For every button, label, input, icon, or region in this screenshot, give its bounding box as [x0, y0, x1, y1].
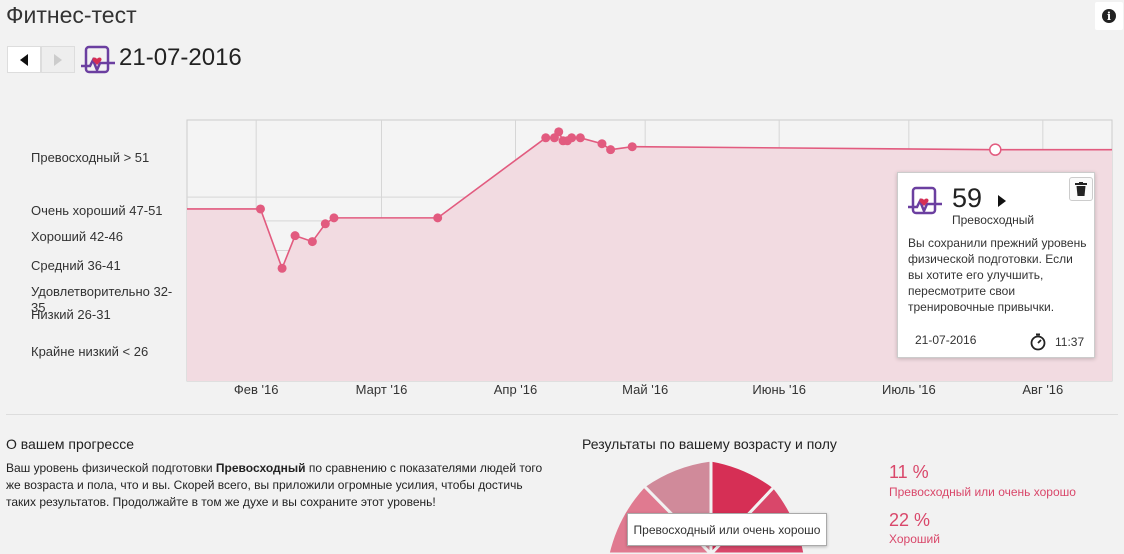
tooltip-date: 21-07-2016	[915, 333, 977, 347]
y-label-low: Низкий 26-31	[31, 307, 111, 322]
y-label-excellent: Превосходный > 51	[31, 150, 150, 165]
x-tick-label: Авг '16	[1022, 382, 1064, 397]
data-point[interactable]	[567, 133, 577, 143]
data-point[interactable]	[597, 139, 607, 149]
info-button[interactable]: i	[1095, 2, 1123, 30]
data-point[interactable]	[627, 142, 637, 152]
tooltip-text: Вы сохранили прежний уровень физической …	[908, 236, 1087, 314]
fitness-test-icon	[908, 186, 942, 215]
data-point[interactable]	[575, 133, 585, 143]
stat-label: Хороший	[889, 532, 940, 546]
data-point[interactable]	[320, 219, 330, 229]
play-icon[interactable]	[998, 195, 1006, 207]
tooltip-time: 11:37	[1055, 335, 1085, 349]
tooltip-level: Превосходный	[952, 213, 1035, 227]
data-point[interactable]	[541, 133, 551, 143]
data-point[interactable]	[329, 213, 339, 223]
x-tick-label: Апр '16	[493, 382, 538, 397]
y-label-very-good: Очень хороший 47-51	[31, 203, 163, 218]
chart-points	[255, 127, 1002, 273]
x-tick-label: Май '16	[622, 382, 669, 397]
prev-button[interactable]	[7, 46, 41, 73]
progress-title: О вашем прогрессе	[6, 436, 134, 452]
stopwatch-icon	[1030, 333, 1046, 351]
stat-percent: 11 %	[889, 462, 929, 482]
x-tick-label: Фев '16	[233, 382, 279, 397]
stat-label: Превосходный или очень хорошо	[889, 485, 1076, 499]
fitness-test-icon	[81, 45, 115, 74]
section-divider	[6, 414, 1118, 415]
chart-area	[187, 131, 1112, 381]
pie-tooltip: Превосходный или очень хорошо	[627, 513, 827, 546]
page-title: Фитнес-тест	[6, 2, 137, 28]
y-label-average: Средний 36-41	[31, 258, 121, 273]
x-tick-label: Июль '16	[881, 382, 936, 397]
y-label-satisfactory: Удовлетворительно 32-35	[31, 284, 173, 315]
trash-icon	[1075, 182, 1087, 196]
results-title: Результаты по вашему возрасту и полу	[582, 436, 837, 452]
data-point[interactable]	[606, 145, 616, 155]
arrow-right-icon	[54, 53, 62, 66]
data-point[interactable]	[433, 213, 443, 223]
selected-data-point[interactable]	[989, 143, 1002, 156]
header-date: 21-07-2016	[119, 44, 242, 71]
tooltip-score: 59	[952, 183, 983, 213]
x-tick-label: Март '16	[355, 382, 408, 397]
x-tick-label: Июнь '16	[752, 382, 806, 397]
y-label-very-low: Крайне низкий < 26	[31, 344, 149, 359]
date-navigation	[7, 46, 76, 73]
arrow-left-icon	[20, 53, 28, 66]
next-button[interactable]	[41, 46, 75, 73]
delete-button[interactable]	[1069, 177, 1093, 201]
info-icon: i	[1102, 9, 1116, 23]
data-point[interactable]	[554, 127, 564, 137]
data-point[interactable]	[307, 237, 317, 247]
progress-text: Ваш уровень физической подготовки Превос…	[6, 461, 543, 509]
data-point[interactable]	[255, 204, 265, 214]
data-point[interactable]	[277, 263, 287, 273]
y-label-good: Хороший 42-46	[31, 229, 124, 244]
result-tooltip: 59 Превосходный Вы сохранили прежний уро…	[897, 172, 1095, 358]
data-point[interactable]	[290, 231, 300, 241]
stat-percent: 22 %	[889, 510, 931, 530]
